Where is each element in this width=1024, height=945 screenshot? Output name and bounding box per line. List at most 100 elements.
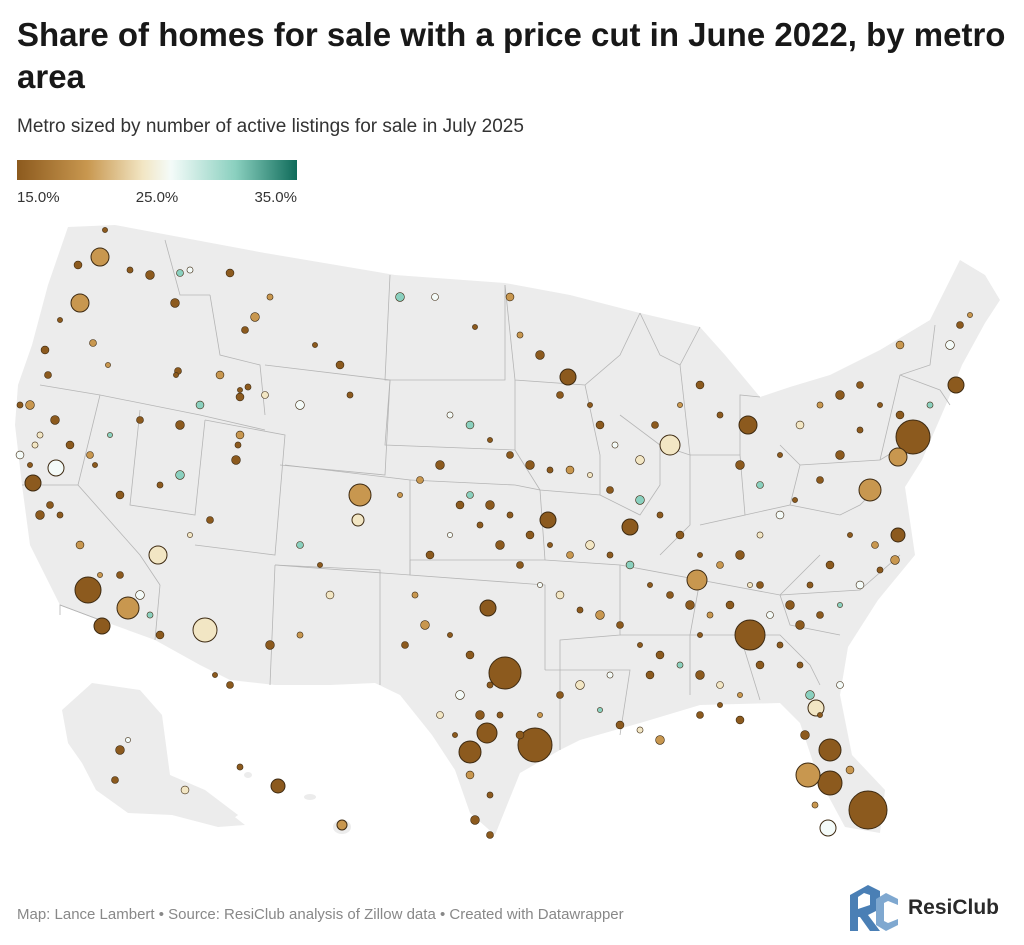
metro-dot <box>226 681 234 689</box>
metro-dot <box>755 660 765 670</box>
metro-dot <box>895 410 905 420</box>
metro-dot <box>86 451 94 459</box>
metro-dot <box>565 465 575 475</box>
metro-dot <box>447 532 453 538</box>
map-title: Share of homes for sale with a price cut… <box>17 16 1006 95</box>
source-credit: Map: Lance Lambert • Source: ResiClub an… <box>17 906 624 923</box>
metro-dot <box>845 765 855 775</box>
metro-dot <box>244 383 252 391</box>
metro-dot <box>895 340 905 350</box>
color-legend: 15.0% 25.0% 35.0% <box>17 160 297 209</box>
us-land <box>15 225 1000 835</box>
metro-dot <box>116 596 140 620</box>
metro-dot <box>516 561 524 569</box>
metro-dot <box>587 472 593 478</box>
metro-dot <box>616 621 624 629</box>
metro-dot <box>792 497 798 503</box>
us-metro-map <box>15 225 1000 839</box>
metro-dot <box>89 339 97 347</box>
metro-dot <box>795 620 805 630</box>
metro-dot <box>16 401 24 409</box>
metro-dot <box>125 737 131 743</box>
metro-dot <box>835 450 845 460</box>
metro-dot <box>46 501 54 509</box>
legend-gradient-bar <box>17 160 297 180</box>
metro-dot <box>431 293 439 301</box>
metro-dot <box>555 590 565 600</box>
metro-dot <box>716 561 724 569</box>
metro-dot <box>270 778 286 794</box>
metro-dot <box>706 611 714 619</box>
metro-dot <box>346 391 354 399</box>
metro-dot <box>696 711 704 719</box>
metro-dot <box>606 671 614 679</box>
metro-dot <box>855 580 865 590</box>
metro-dot <box>656 511 664 519</box>
metro-dot <box>27 462 33 468</box>
metro-dot <box>606 551 614 559</box>
metro-dot <box>105 362 111 368</box>
metro-dot <box>785 600 795 610</box>
metro-dot <box>947 376 965 394</box>
metro-dot <box>195 400 205 410</box>
metro-dot <box>57 317 63 323</box>
metro-dot <box>452 732 458 738</box>
metro-dot <box>697 552 703 558</box>
metro-dot <box>111 776 119 784</box>
legend-tick-high: 35.0% <box>254 189 297 206</box>
metro-dot <box>488 656 522 690</box>
metro-dot <box>90 247 110 267</box>
metro-dot <box>250 312 260 322</box>
hawaii-island-kauai <box>244 772 252 778</box>
metro-dot <box>686 569 708 591</box>
metro-dot <box>411 591 419 599</box>
metro-dot <box>635 495 645 505</box>
map-subtitle: Metro sized by number of active listings… <box>17 116 524 137</box>
metro-dot <box>485 500 495 510</box>
metro-dot <box>25 400 35 410</box>
metro-dot <box>187 532 193 538</box>
logo-wordmark: ResiClub <box>908 896 1000 919</box>
metro-dot <box>495 540 505 550</box>
metro-dot <box>647 582 653 588</box>
metro-dot <box>416 476 424 484</box>
metro-dot <box>876 566 884 574</box>
metro-dot <box>587 402 593 408</box>
metro-dot <box>945 340 955 350</box>
metro-dot <box>738 415 758 435</box>
metro-dot <box>312 342 318 348</box>
metro-dot <box>858 478 882 502</box>
metro-dot <box>235 392 245 402</box>
metro-dot <box>70 293 90 313</box>
metro-dot <box>537 582 543 588</box>
metro-dot <box>135 590 145 600</box>
metro-dot <box>40 345 50 355</box>
metro-dot <box>637 642 643 648</box>
metro-dot <box>559 368 577 386</box>
metro-dot <box>348 483 372 507</box>
legend-tick-low: 15.0% <box>17 189 60 206</box>
resiclub-monogram-icon <box>850 885 898 931</box>
metro-dot <box>486 681 494 689</box>
metro-dot <box>685 600 695 610</box>
metro-dot <box>895 419 931 455</box>
metro-dot <box>926 401 934 409</box>
metro-dot <box>556 691 564 699</box>
metro-dot <box>447 632 453 638</box>
metro-dot <box>847 532 853 538</box>
logo-c-shape <box>876 893 898 931</box>
metro-dot <box>15 450 25 460</box>
metro-dot <box>231 455 241 465</box>
metro-dot <box>825 560 835 570</box>
metro-dot <box>296 631 304 639</box>
metro-dot <box>725 600 735 610</box>
metro-dot <box>466 491 474 499</box>
metro-dots <box>15 227 973 839</box>
metro-dot <box>636 726 644 734</box>
metro-dot <box>836 681 844 689</box>
metro-dot <box>766 611 774 619</box>
metro-dot <box>505 292 515 302</box>
metro-dot <box>336 819 348 831</box>
metro-dot <box>695 380 705 390</box>
metro-dot <box>737 692 743 698</box>
